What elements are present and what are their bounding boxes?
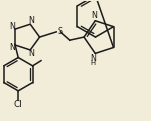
Text: N: N [9, 22, 15, 31]
Text: N: N [91, 11, 97, 20]
Text: Cl: Cl [14, 100, 22, 109]
Text: N: N [29, 49, 34, 58]
Text: S: S [57, 27, 63, 36]
Text: N: N [90, 54, 96, 63]
Text: N: N [9, 43, 15, 52]
Text: N: N [29, 16, 34, 25]
Text: H: H [90, 60, 96, 66]
